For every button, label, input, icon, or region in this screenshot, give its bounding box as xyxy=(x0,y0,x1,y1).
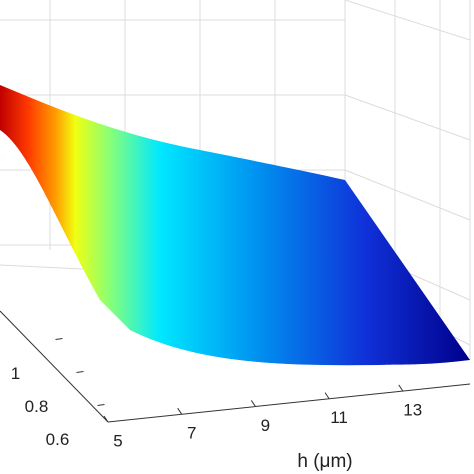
x-tick-label: 9 xyxy=(261,416,270,435)
x-tick xyxy=(177,407,183,415)
y-tick xyxy=(55,338,63,340)
x-axis xyxy=(107,383,471,423)
y-tick xyxy=(76,371,84,373)
x-tick-label: 11 xyxy=(330,408,348,427)
y-tick-label: 0.6 xyxy=(46,430,70,449)
x-tick xyxy=(103,415,109,423)
x-tick xyxy=(398,384,404,392)
y-axis xyxy=(0,310,109,423)
y-tick-label: 0.8 xyxy=(25,397,49,416)
surface xyxy=(0,85,470,366)
x-tick-label: 5 xyxy=(113,431,122,450)
x-tick-label: 7 xyxy=(187,424,196,443)
y-tick-label: 1 xyxy=(11,364,20,383)
x-tick-label: 13 xyxy=(403,400,422,419)
x-tick xyxy=(324,392,330,399)
x-axis-label: h (μm) xyxy=(297,451,352,472)
y-tick xyxy=(97,404,105,406)
x-tick xyxy=(250,400,256,407)
